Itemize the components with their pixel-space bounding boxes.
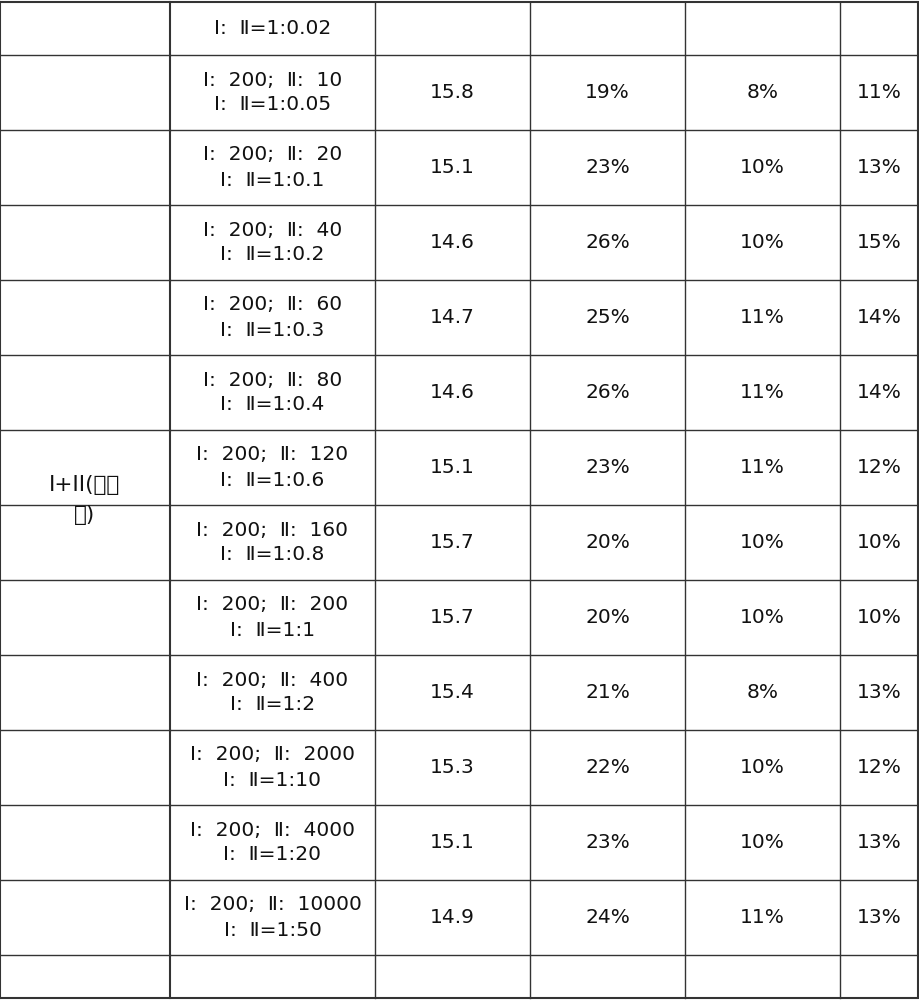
Text: 12%: 12% — [856, 458, 901, 477]
Text: I:  200;  Ⅱ:  10
I:  Ⅱ=1:0.05: I: 200; Ⅱ: 10 I: Ⅱ=1:0.05 — [203, 70, 342, 114]
Text: I:  Ⅱ=1:0.02: I: Ⅱ=1:0.02 — [213, 19, 331, 38]
Text: 25%: 25% — [584, 308, 630, 327]
Text: I+II(组合
物): I+II(组合 物) — [50, 475, 120, 525]
Text: 22%: 22% — [584, 758, 630, 777]
Text: 15.1: 15.1 — [429, 458, 474, 477]
Text: I:  200;  Ⅱ:  80
I:  Ⅱ=1:0.4: I: 200; Ⅱ: 80 I: Ⅱ=1:0.4 — [203, 370, 342, 414]
Text: 20%: 20% — [584, 533, 630, 552]
Text: 10%: 10% — [739, 608, 784, 627]
Text: 8%: 8% — [745, 683, 777, 702]
Text: I:  200;  Ⅱ:  10000
I:  Ⅱ=1:50: I: 200; Ⅱ: 10000 I: Ⅱ=1:50 — [184, 896, 361, 940]
Text: 14.9: 14.9 — [429, 908, 474, 927]
Text: 23%: 23% — [584, 833, 630, 852]
Text: 10%: 10% — [739, 158, 784, 177]
Text: 12%: 12% — [856, 758, 901, 777]
Text: 15.3: 15.3 — [430, 758, 474, 777]
Text: I:  200;  Ⅱ:  2000
I:  Ⅱ=1:10: I: 200; Ⅱ: 2000 I: Ⅱ=1:10 — [190, 746, 355, 790]
Text: 14.6: 14.6 — [429, 233, 474, 252]
Text: 11%: 11% — [739, 458, 784, 477]
Text: 14%: 14% — [856, 308, 901, 327]
Text: 11%: 11% — [739, 308, 784, 327]
Text: 13%: 13% — [856, 683, 901, 702]
Text: 24%: 24% — [584, 908, 630, 927]
Text: 15%: 15% — [856, 233, 901, 252]
Text: 26%: 26% — [584, 233, 630, 252]
Text: 8%: 8% — [745, 83, 777, 102]
Text: 10%: 10% — [739, 833, 784, 852]
Text: 13%: 13% — [856, 908, 901, 927]
Text: 10%: 10% — [739, 758, 784, 777]
Text: 11%: 11% — [739, 908, 784, 927]
Text: 15.7: 15.7 — [430, 608, 474, 627]
Text: 19%: 19% — [584, 83, 630, 102]
Text: I:  200;  Ⅱ:  60
I:  Ⅱ=1:0.3: I: 200; Ⅱ: 60 I: Ⅱ=1:0.3 — [203, 296, 342, 340]
Text: 26%: 26% — [584, 383, 630, 402]
Bar — [170, 2, 917, 998]
Text: 15.8: 15.8 — [429, 83, 474, 102]
Text: I:  200;  Ⅱ:  400
I:  Ⅱ=1:2: I: 200; Ⅱ: 400 I: Ⅱ=1:2 — [197, 670, 348, 714]
Text: 10%: 10% — [856, 533, 901, 552]
Text: 15.4: 15.4 — [429, 683, 474, 702]
Text: I:  200;  Ⅱ:  4000
I:  Ⅱ=1:20: I: 200; Ⅱ: 4000 I: Ⅱ=1:20 — [190, 820, 355, 864]
Text: 13%: 13% — [856, 158, 901, 177]
Text: I:  200;  Ⅱ:  160
I:  Ⅱ=1:0.8: I: 200; Ⅱ: 160 I: Ⅱ=1:0.8 — [197, 520, 348, 564]
Text: 23%: 23% — [584, 158, 630, 177]
Text: I:  200;  Ⅱ:  200
I:  Ⅱ=1:1: I: 200; Ⅱ: 200 I: Ⅱ=1:1 — [197, 595, 348, 640]
Text: 15.1: 15.1 — [429, 158, 474, 177]
Text: 21%: 21% — [584, 683, 630, 702]
Text: I:  200;  Ⅱ:  40
I:  Ⅱ=1:0.2: I: 200; Ⅱ: 40 I: Ⅱ=1:0.2 — [203, 221, 342, 264]
Text: 23%: 23% — [584, 458, 630, 477]
Text: 10%: 10% — [739, 533, 784, 552]
Text: 10%: 10% — [739, 233, 784, 252]
Text: I:  200;  Ⅱ:  20
I:  Ⅱ=1:0.1: I: 200; Ⅱ: 20 I: Ⅱ=1:0.1 — [203, 145, 342, 190]
Text: 10%: 10% — [856, 608, 901, 627]
Text: I:  200;  Ⅱ:  120
I:  Ⅱ=1:0.6: I: 200; Ⅱ: 120 I: Ⅱ=1:0.6 — [197, 446, 348, 489]
Text: 15.1: 15.1 — [429, 833, 474, 852]
Text: 14.6: 14.6 — [429, 383, 474, 402]
Text: 15.7: 15.7 — [430, 533, 474, 552]
Text: 13%: 13% — [856, 833, 901, 852]
Text: 20%: 20% — [584, 608, 630, 627]
Text: 14.7: 14.7 — [429, 308, 474, 327]
Text: 11%: 11% — [856, 83, 901, 102]
Text: 11%: 11% — [739, 383, 784, 402]
Text: 14%: 14% — [856, 383, 901, 402]
